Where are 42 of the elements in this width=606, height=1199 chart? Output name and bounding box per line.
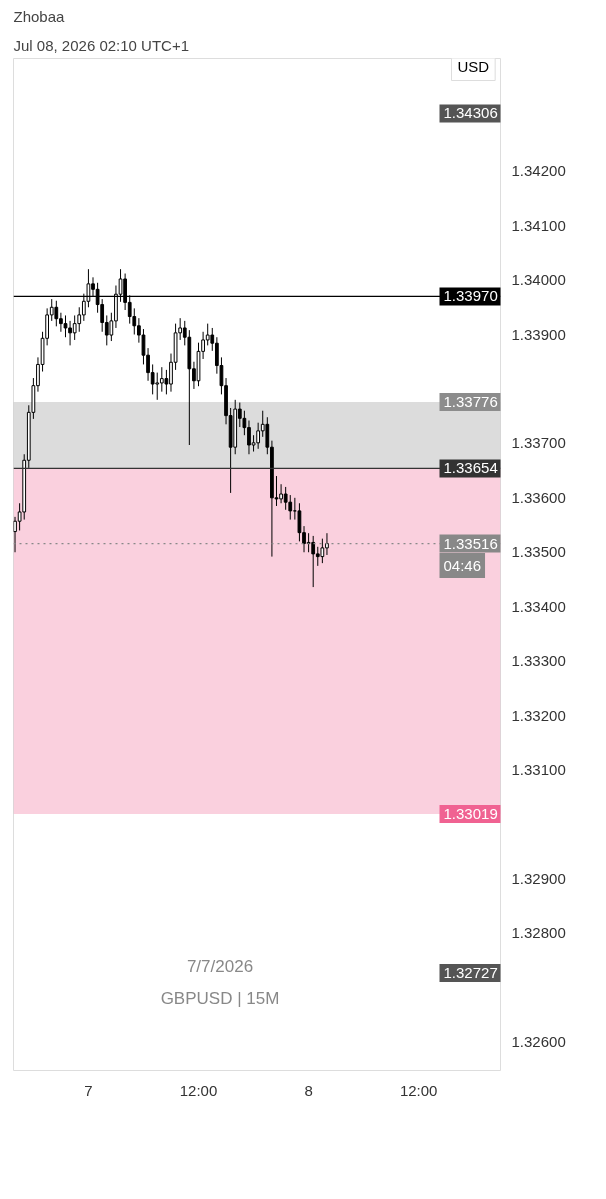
x-tick-label: 7 — [84, 1081, 93, 1099]
y-tick-label: 1.33500 — [511, 543, 566, 561]
ref-line-label: 1.33970 — [443, 287, 498, 305]
x-tick-label: 12:00 — [399, 1081, 438, 1099]
chart-subtitle: Jul 08, 2026 02:10 UTC+1 — [13, 36, 190, 54]
candlestick — [288, 494, 293, 521]
y-tick-label: 1.33300 — [511, 652, 566, 670]
y-tick-label: 1.32800 — [511, 924, 566, 942]
y-axis-title: USD — [457, 57, 490, 75]
y-tick-label: 1.33700 — [511, 434, 566, 452]
y-tick-label: 1.34100 — [511, 216, 566, 234]
candlestick — [320, 538, 325, 564]
candlestick — [311, 535, 316, 588]
annotation: 1.34306 — [443, 104, 498, 122]
candlestick — [155, 372, 160, 401]
candlestick — [72, 314, 77, 341]
y-tick-label: 1.33900 — [511, 325, 566, 343]
candlestick — [297, 502, 302, 542]
ref-line-label: 1.33516 — [443, 534, 498, 552]
ref-line-label: 1.33654 — [443, 459, 498, 477]
band-label: 1.33019 — [443, 805, 498, 823]
y-tick-label: 1.32900 — [511, 869, 566, 887]
candlestick — [283, 486, 288, 511]
annotation: 04:46 — [443, 557, 482, 575]
annotation: GBPUSD | 15M — [160, 988, 280, 1008]
y-tick-label: 1.34200 — [511, 162, 566, 180]
y-tick-label: 1.33100 — [511, 761, 566, 778]
band-label: 1.33776 — [443, 393, 498, 410]
y-tick-label: 1.33400 — [511, 597, 566, 615]
chart-title: Zhobaa — [13, 7, 66, 25]
annotation: 1.32727 — [443, 964, 498, 982]
annotation: 7/7/2026 — [186, 956, 254, 976]
y-tick-label: 1.34000 — [511, 271, 566, 289]
y-tick-label: 1.33600 — [511, 488, 566, 506]
y-tick-label: 1.33200 — [511, 706, 566, 724]
candlestick — [159, 366, 164, 393]
candlestick — [315, 546, 320, 567]
candlestick — [54, 300, 59, 327]
x-tick-label: 8 — [304, 1081, 313, 1099]
x-tick-label: 12:00 — [179, 1081, 218, 1099]
y-tick-label: 1.32600 — [511, 1033, 566, 1051]
candlestick — [256, 422, 261, 450]
